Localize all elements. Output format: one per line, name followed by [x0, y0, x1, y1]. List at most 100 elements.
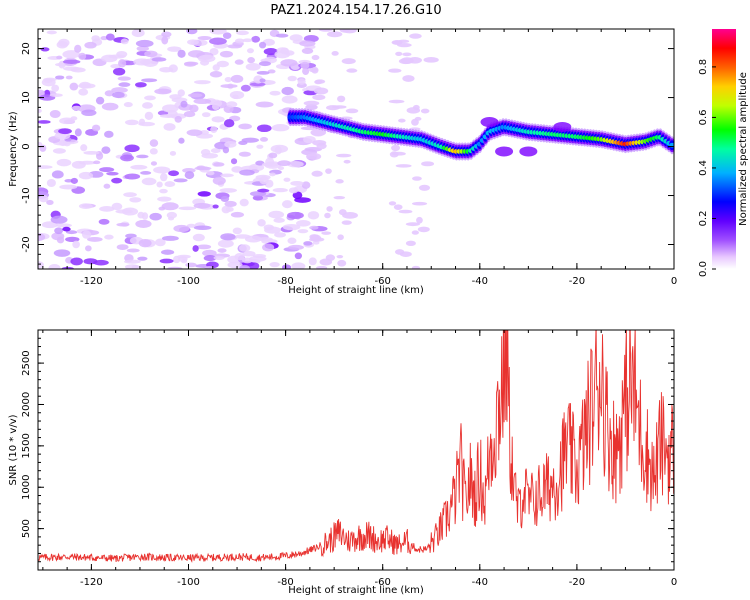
spectrogram-blob	[144, 50, 158, 58]
spectrogram-blob	[259, 41, 267, 49]
spectrogram-blob	[402, 52, 412, 57]
spectrogram-blob	[56, 236, 65, 244]
spectrogram-blob	[161, 36, 169, 45]
spectrogram-blob	[234, 253, 245, 261]
spectrogram-blob	[135, 219, 152, 228]
spectrogram-blob	[255, 101, 274, 108]
spectrogram-blob	[78, 88, 89, 96]
spectrogram-blob	[308, 257, 317, 266]
spectrogram-blob	[319, 258, 333, 266]
spectrogram-blob	[85, 245, 92, 252]
spectrogram-blob	[411, 201, 428, 206]
spectrogram-blob	[311, 170, 323, 177]
spectrogram-blob	[395, 51, 403, 56]
spectrogram-blob	[124, 119, 139, 126]
spectrogram-blob	[40, 47, 50, 52]
spectrogram-blob	[275, 33, 289, 38]
spectrogram-blob	[188, 93, 203, 98]
spectrogram-blob	[294, 252, 302, 260]
spectrogram-blob	[343, 159, 351, 164]
spectrogram-blob	[162, 104, 179, 113]
spectrogram-blob	[321, 231, 332, 235]
spectrogram-blob	[270, 144, 289, 153]
spectrogram-blob	[220, 233, 236, 241]
spectrogram-blob	[211, 102, 220, 111]
spectrogram-blob	[178, 206, 197, 211]
spectrogram-blob	[167, 46, 182, 52]
spectrogram-blob	[288, 244, 304, 250]
spectrogram-blob	[269, 262, 280, 268]
spectrogram-blob	[297, 229, 309, 234]
spectrogram-blob	[177, 49, 186, 58]
spectrogram-blob	[111, 177, 123, 184]
spectrogram-blob	[407, 57, 422, 64]
colorbar: 0.0 0.2 0.4 0.6 0.8 Normalized spectral ampl…	[698, 29, 749, 277]
spectrogram-blob	[299, 40, 316, 47]
spectrogram-blob	[161, 235, 179, 241]
spectrogram-blob	[220, 84, 238, 89]
spectrogram-blob	[149, 148, 158, 155]
spectrogram-x-tick-label: -100	[177, 276, 200, 287]
spectrogram-blob	[246, 48, 254, 54]
snr-x-tick-label: -80	[277, 577, 293, 588]
spectrogram-blob	[209, 29, 227, 35]
spectrogram-blob	[300, 61, 310, 70]
spectrogram-blob	[290, 180, 304, 186]
colorbar-tick-label: 0.8	[698, 59, 709, 75]
spectrogram-blob	[138, 239, 152, 248]
spectrogram-blob	[197, 191, 211, 197]
snr-frame	[37, 329, 675, 571]
snr-y-tick-label: 1000	[21, 475, 32, 500]
snr-marks	[38, 330, 674, 563]
spectrogram-blob	[311, 54, 320, 61]
spectrogram-blob	[65, 230, 78, 235]
spectrogram-blob	[118, 82, 131, 87]
spectrogram-blob	[166, 211, 178, 219]
spectrogram-blob	[209, 37, 227, 45]
snr-series-line	[38, 330, 674, 563]
spectrogram-blob	[345, 108, 359, 114]
spectrogram-blob	[301, 47, 314, 55]
spectrogram-blob	[49, 110, 61, 118]
spectrogram-blob	[318, 29, 333, 32]
spectrogram-blob	[154, 88, 172, 95]
spectrogram-blob	[209, 47, 219, 56]
snr-y-tick-label: 2000	[21, 392, 32, 417]
spectrogram-blob	[63, 66, 81, 71]
spectrogram-blob	[84, 41, 97, 49]
spectrogram-blob	[335, 179, 344, 184]
snr-x-tick-label: -100	[177, 577, 200, 588]
spectrogram-blob	[388, 99, 405, 104]
spectrogram-blob	[257, 237, 273, 242]
snr-y-tick-label: 2500	[21, 350, 32, 375]
spectrogram-blob	[159, 172, 168, 182]
spectrogram-blob	[140, 171, 152, 175]
spectrogram-blob	[268, 152, 278, 159]
spectrogram-blob	[59, 184, 78, 190]
ridge-mark	[480, 117, 499, 128]
spectrogram-blob	[337, 234, 344, 241]
spectrogram-blob	[182, 168, 196, 173]
spectrogram-blob	[118, 59, 127, 68]
spectrogram-blob	[276, 47, 289, 54]
spectrogram-blob	[184, 171, 195, 180]
spectrogram-blob	[50, 215, 68, 224]
spectrogram-blob	[192, 233, 205, 242]
spectrogram-blob	[78, 160, 96, 165]
spectrogram-blob	[137, 211, 145, 219]
spectrogram-blob	[307, 211, 320, 220]
spectrogram-blob	[302, 67, 310, 75]
spectrogram-frame	[37, 28, 675, 270]
spectrogram-x-axis-label: Height of straight line (km)	[288, 285, 424, 296]
spectrogram-blob	[150, 161, 158, 166]
spectrogram-blob	[252, 195, 264, 201]
spectrogram-blob	[46, 30, 57, 35]
spectrogram-blob	[421, 161, 435, 167]
spectrogram-blob	[256, 144, 264, 149]
spectrogram-blob	[38, 165, 53, 169]
spectrogram-blob	[210, 148, 221, 154]
spectrogram-blob	[111, 202, 123, 211]
spectrogram-blob	[62, 226, 71, 232]
